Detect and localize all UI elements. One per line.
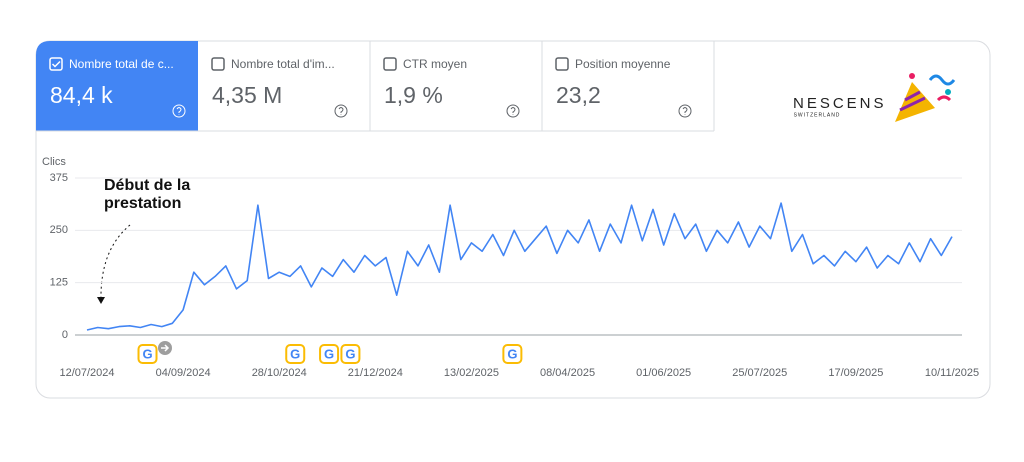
brand-sub: SWITZERLAND <box>794 112 841 118</box>
active-metric-bg <box>36 41 198 131</box>
brand-name: NESCENS <box>793 95 887 112</box>
metric-checkbox <box>49 57 63 71</box>
y-tick-label: 250 <box>50 224 68 236</box>
update-marker <box>137 344 158 364</box>
x-tick-label: 28/10/2024 <box>252 367 307 379</box>
annotation-line: Début de la <box>104 177 190 194</box>
help-icon-mark <box>510 107 516 115</box>
y-axis-label: Clics <box>42 156 66 168</box>
x-tick-label: 25/07/2025 <box>732 367 787 379</box>
y-tick-label: 375 <box>50 172 68 184</box>
update-marker-label: G <box>142 346 152 361</box>
card-frame <box>35 40 991 399</box>
metric-value: 23,2 <box>556 82 601 108</box>
update-marker <box>319 344 340 364</box>
metric-value: 84,4 k <box>50 82 113 108</box>
help-icon <box>678 104 692 118</box>
update-marker <box>340 344 361 364</box>
metric-label: Position moyenne <box>575 57 671 71</box>
x-tick-label: 13/02/2025 <box>444 367 499 379</box>
help-icon-mark <box>176 107 182 115</box>
x-tick-label: 21/12/2024 <box>348 367 403 379</box>
x-tick-label: 17/09/2025 <box>828 367 883 379</box>
help-icon-mark <box>682 107 688 115</box>
x-tick-label: 10/11/2025 <box>925 367 979 379</box>
metric-checkbox <box>211 57 225 71</box>
metric-label: CTR moyen <box>403 57 467 71</box>
confetti-icon <box>895 73 956 122</box>
help-icon-mark <box>338 107 344 115</box>
update-marker-label: G <box>507 346 517 361</box>
annotation-more-arrow <box>161 344 170 352</box>
metric-value: 4,35 M <box>212 82 282 108</box>
x-tick-label: 08/04/2025 <box>540 367 595 379</box>
metric-checkbox <box>555 57 569 71</box>
help-icon <box>506 104 520 118</box>
annotation-line: prestation <box>104 195 181 212</box>
help-icon <box>334 104 348 118</box>
y-tick-label: 0 <box>62 329 68 341</box>
update-marker <box>502 344 523 364</box>
y-tick-label: 125 <box>50 277 68 289</box>
metric-label: Nombre total de c... <box>69 57 174 71</box>
x-tick-label: 12/07/2024 <box>59 367 114 379</box>
metric-check <box>51 60 61 68</box>
x-tick-label: 01/06/2025 <box>636 367 691 379</box>
data-line <box>86 202 953 331</box>
update-marker <box>285 344 306 364</box>
help-icon <box>172 104 186 118</box>
metric-checkbox <box>383 57 397 71</box>
annotation-arrowhead <box>97 297 105 304</box>
x-tick-label: 04/09/2024 <box>156 367 211 379</box>
update-marker-label: G <box>290 346 300 361</box>
metric-value: 1,9 % <box>384 82 443 108</box>
update-marker-label: G <box>345 346 355 361</box>
update-marker-label: G <box>324 346 334 361</box>
metric-label: Nombre total d'im... <box>231 57 335 71</box>
